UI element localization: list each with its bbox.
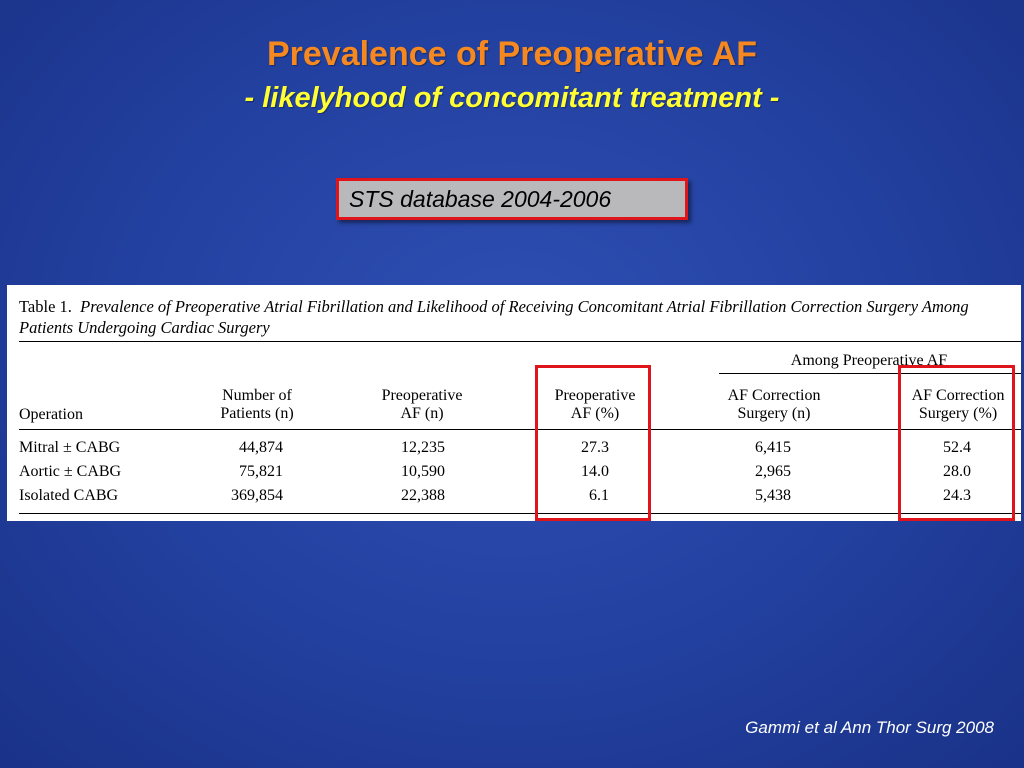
header-operation: Operation: [19, 406, 83, 423]
cell-operation: Isolated CABG: [19, 487, 119, 504]
cell-preop-pct: 14.0: [581, 463, 609, 480]
cell-preop-n: 12,235: [401, 439, 445, 456]
group-header: Among Preoperative AF: [790, 352, 948, 369]
table-caption-lead: Table 1.: [19, 297, 72, 316]
cell-preop-n: 10,590: [401, 463, 445, 480]
header-afcorr-n-l2: Surgery (n): [737, 405, 811, 422]
header-afcorr-pct-l1: AF Correction: [911, 387, 1005, 404]
header-patients-l2: Patients (n): [220, 405, 294, 422]
cell-afcorr-n: 5,438: [755, 487, 791, 504]
header-preop-pct-l2: AF (%): [570, 405, 620, 422]
cell-patients: 75,821: [239, 463, 283, 480]
source-box: STS database 2004-2006: [336, 178, 688, 220]
caption-rule: [19, 341, 1021, 342]
cell-patients: 369,854: [231, 487, 283, 504]
header-preop-pct-l1: Preoperative: [554, 387, 636, 404]
header-rule: [19, 429, 1021, 430]
table-caption: Table 1. Prevalence of Preoperative Atri…: [19, 296, 1009, 338]
slide-title: Prevalence of Preoperative AF: [266, 35, 758, 73]
header-afcorr-n-l1: AF Correction: [727, 387, 821, 404]
highlight-preop-pct-column: [535, 365, 651, 521]
bottom-rule: [19, 513, 1021, 514]
highlight-afcorr-pct-column: [898, 365, 1015, 521]
cell-afcorr-n: 2,965: [755, 463, 791, 480]
table-caption-text: Prevalence of Preoperative Atrial Fibril…: [19, 297, 969, 337]
header-patients-l1: Number of: [222, 387, 292, 404]
header-afcorr-pct-l2: Surgery (%): [918, 405, 998, 422]
cell-preop-n: 22,388: [401, 487, 445, 504]
cell-afcorr-pct: 24.3: [943, 487, 971, 504]
header-preop-n-l2: AF (n): [400, 405, 444, 422]
cell-afcorr-pct: 52.4: [943, 439, 971, 456]
cell-operation: Aortic ± CABG: [19, 463, 122, 480]
cell-patients: 44,874: [239, 439, 283, 456]
cell-afcorr-pct: 28.0: [943, 463, 971, 480]
data-table: Table 1. Prevalence of Preoperative Atri…: [7, 285, 1021, 521]
header-preop-n-l1: Preoperative: [381, 387, 463, 404]
citation: Gammi et al Ann Thor Surg 2008: [745, 718, 994, 737]
cell-preop-pct: 27.3: [581, 439, 609, 456]
slide-subtitle: - likelyhood of concomitant treatment -: [244, 82, 780, 114]
group-header-rule: [719, 373, 1021, 374]
cell-preop-pct: 6.1: [589, 487, 609, 504]
cell-operation: Mitral ± CABG: [19, 439, 121, 456]
cell-afcorr-n: 6,415: [755, 439, 791, 456]
